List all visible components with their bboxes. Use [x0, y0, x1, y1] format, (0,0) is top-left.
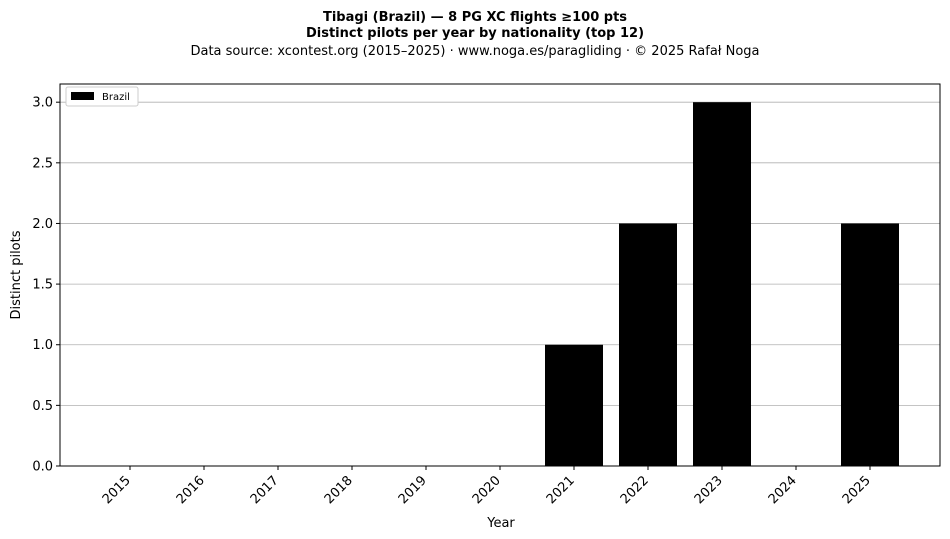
- y-tick-label: 1.5: [32, 278, 53, 293]
- x-tick-label: 2015: [100, 473, 134, 507]
- x-tick-label: 2019: [396, 473, 430, 507]
- x-tick-label: 2023: [692, 473, 726, 507]
- bars: [545, 102, 899, 466]
- x-tick-label: 2024: [766, 473, 800, 507]
- legend: Brazil: [65, 86, 139, 107]
- x-axis-ticks: 2015 2016 2017 2018 2019 2020 2021 2022 2023 2024…: [100, 466, 874, 507]
- chart-source: Data source: xcontest.org (2015–2025) · …: [190, 44, 759, 59]
- y-tick-label: 1.0: [32, 338, 53, 353]
- x-tick-label: 2016: [174, 473, 208, 507]
- bar-2022: [619, 223, 677, 466]
- y-axis-label: Distinct pilots: [9, 230, 24, 319]
- legend-swatch-brazil: [71, 92, 94, 100]
- x-tick-label: 2025: [840, 473, 874, 507]
- y-tick-label: 3.0: [32, 96, 53, 111]
- bar-2023: [693, 102, 751, 466]
- x-tick-label: 2017: [248, 473, 282, 507]
- y-tick-label: 2.5: [32, 156, 53, 171]
- legend-label-brazil: Brazil: [102, 92, 130, 103]
- y-tick-label: 2.0: [32, 217, 53, 232]
- x-tick-label: 2020: [470, 473, 504, 507]
- y-axis-ticks: 0.0 0.5 1.0 1.5 2.0 2.5 3.0: [32, 96, 60, 475]
- x-tick-label: 2021: [544, 473, 578, 507]
- y-tick-label: 0.5: [32, 399, 53, 414]
- gridlines: [60, 101, 940, 406]
- bar-2021: [545, 344, 603, 466]
- chart-subtitle: Distinct pilots per year by nationality …: [306, 26, 644, 41]
- plot-frame: [59, 83, 941, 467]
- bar-2025: [841, 223, 899, 466]
- x-axis-label: Year: [486, 516, 515, 531]
- legend-box: [65, 86, 139, 107]
- x-tick-label: 2018: [322, 473, 356, 507]
- chart-title: Tibagi (Brazil) — 8 PG XC flights ≥100 p…: [323, 10, 627, 25]
- y-tick-label: 0.0: [32, 460, 53, 475]
- x-tick-label: 2022: [618, 473, 652, 507]
